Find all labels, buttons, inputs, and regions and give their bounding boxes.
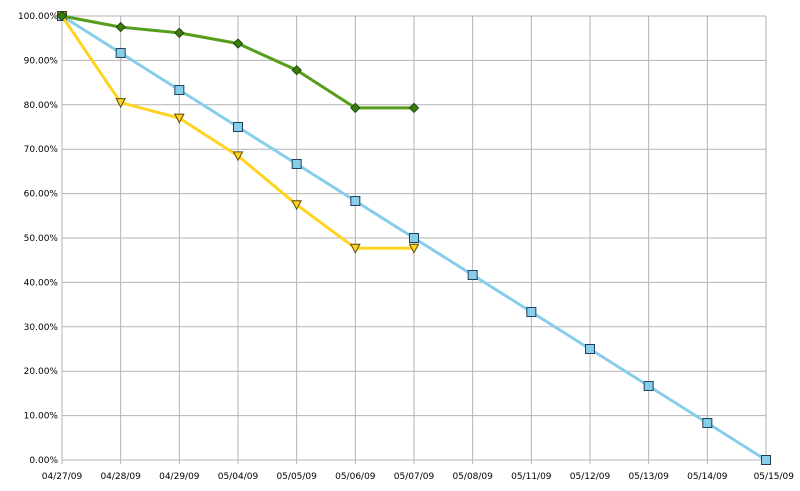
data-point-marker [291, 64, 302, 76]
y-tick-label: 30.00% [24, 323, 59, 333]
data-point-marker [232, 151, 244, 162]
y-tick-label: 10.00% [24, 412, 59, 422]
data-point-marker [350, 102, 361, 114]
data-point-marker [409, 233, 419, 243]
x-tick-label: 05/13/09 [628, 472, 669, 482]
data-point-marker [526, 307, 537, 318]
data-point-marker [174, 85, 185, 96]
data-point-marker [643, 380, 654, 391]
data-point-marker [408, 102, 420, 114]
x-tick-label: 05/11/09 [511, 472, 552, 482]
x-tick-label: 05/05/09 [276, 472, 317, 482]
data-point-marker [232, 38, 244, 49]
data-point-marker [56, 10, 68, 22]
x-tick-label: 05/04/09 [218, 472, 259, 482]
x-axis-tick-labels: 04/27/09 04/28/09 04/29/09 05/04/09 05/05/09… [42, 472, 794, 482]
data-point-marker [702, 418, 713, 429]
x-tick-label: 05/12/09 [570, 472, 611, 482]
y-tick-label: 90.00% [24, 56, 59, 66]
x-tick-label: 05/07/09 [394, 472, 435, 482]
data-point-marker [174, 113, 185, 124]
data-point-marker [350, 196, 361, 207]
x-tick-label: 05/14/09 [687, 472, 728, 482]
y-tick-label: 40.00% [24, 278, 59, 288]
data-point-marker [115, 21, 126, 33]
y-tick-label: 20.00% [24, 367, 59, 377]
y-tick-label: 80.00% [24, 101, 59, 111]
y-axis-tick-labels: 0.00% 10.00% 20.00% 30.00% 40.00% 50.00% 60.00… [18, 12, 58, 466]
data-point-marker [174, 27, 185, 39]
data-point-marker [585, 344, 595, 354]
data-point-marker [408, 243, 420, 254]
x-tick-label: 04/27/09 [42, 472, 83, 482]
data-point-marker [467, 269, 478, 280]
series-layer [56, 10, 771, 465]
data-point-marker [350, 243, 361, 254]
x-tick-label: 04/28/09 [100, 472, 141, 482]
y-tick-label: 50.00% [24, 234, 59, 244]
y-tick-label: 0.00% [29, 456, 58, 466]
y-tick-label: 70.00% [24, 145, 59, 155]
data-point-marker [291, 200, 302, 211]
y-tick-label: 60.00% [24, 190, 59, 200]
data-point-marker [291, 158, 302, 169]
data-point-marker [233, 122, 243, 132]
data-point-marker [115, 98, 126, 109]
x-tick-label: 05/08/09 [452, 472, 493, 482]
data-point-marker [115, 47, 126, 58]
x-tick-label: 04/29/09 [159, 472, 200, 482]
data-point-marker [761, 455, 771, 465]
x-tick-label: 05/06/09 [335, 472, 376, 482]
x-tick-label: 05/15/09 [754, 472, 795, 482]
y-tick-label: 100.00% [18, 12, 58, 22]
